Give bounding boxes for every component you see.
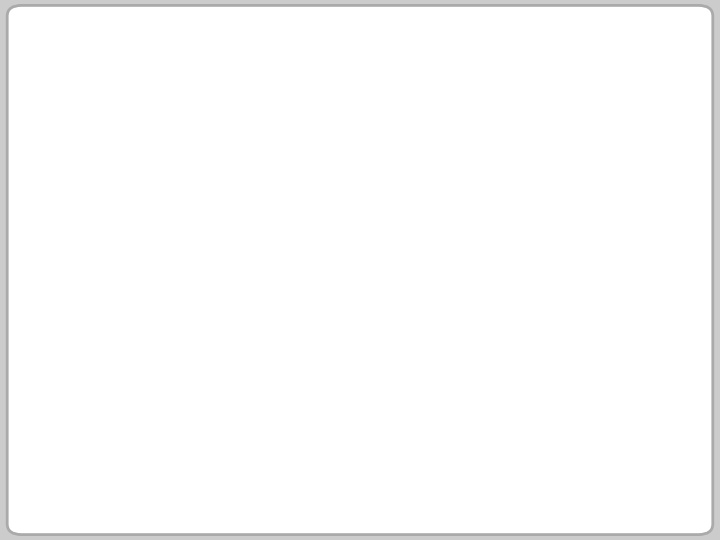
Text: (a): (a) (200, 383, 225, 397)
Circle shape (182, 200, 243, 246)
Text: X: X (351, 303, 361, 319)
Text: 11: 11 (594, 453, 609, 467)
Text: Spring 2007: Spring 2007 (129, 453, 212, 467)
Circle shape (433, 200, 495, 246)
Circle shape (500, 300, 562, 346)
Circle shape (115, 300, 176, 346)
Text: 2: 2 (460, 217, 467, 230)
Text: Y: Y (316, 303, 325, 319)
Text: X: X (100, 303, 109, 319)
Text: Y: Y (567, 303, 576, 319)
Circle shape (249, 300, 310, 346)
Text: (b): (b) (451, 383, 477, 397)
Text: Example: A three variable network, with
two constraints: z divides x and z divid: Example: A three variable network, with … (129, 94, 608, 163)
Text: 2,5: 2,5 (135, 316, 157, 329)
Text: 2: 2 (393, 316, 400, 329)
Text: ICS 275A - Constraint Networks: ICS 275A - Constraint Networks (256, 453, 482, 467)
Text: 2,4: 2,4 (520, 316, 542, 329)
Text: 2,5: 2,5 (202, 217, 224, 230)
Text: Z: Z (456, 174, 466, 190)
Circle shape (366, 300, 428, 346)
Text: 2,4: 2,4 (269, 316, 291, 329)
Text: Z: Z (205, 174, 215, 190)
